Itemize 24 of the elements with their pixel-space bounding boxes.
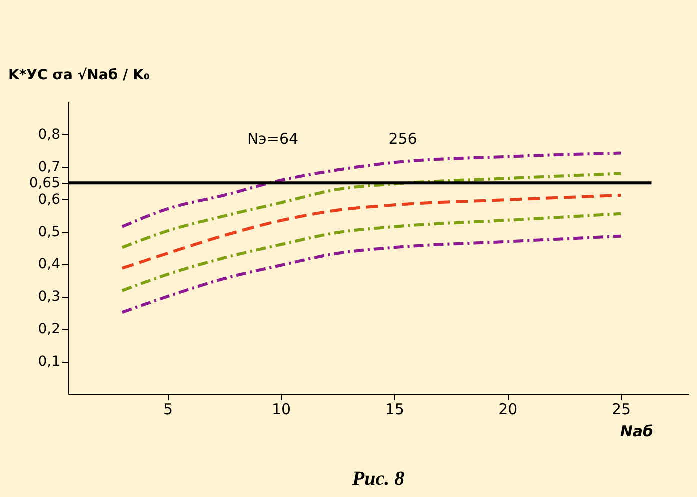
y-tick-label: 0,5 [38,224,60,240]
x-tick-label: 5 [163,400,173,418]
y-tick-label: 0,7 [38,159,60,176]
y-tick-label: 0,65 [29,176,60,192]
x-tick-label: 15 [385,400,404,418]
text: Рис. 8 [351,468,405,490]
x-tick-label: 10 [272,400,292,418]
y-axis-title: K*УС σа √Nаб / K₀ [8,68,150,84]
x-tick-label: 20 [498,400,518,418]
y-tick-label: 0,6 [38,192,61,208]
annotation: 256 [388,130,418,148]
y-tick-label: 0,8 [38,126,60,143]
y-tick-label: 0,1 [38,354,60,370]
x-axis-title: Nаб [620,422,654,440]
y-tick-label: 0,3 [38,289,60,306]
x-tick-label: 25 [612,400,632,418]
line-series [120,194,623,270]
line-series [120,172,623,250]
line-series [120,152,623,228]
line-series [120,234,623,314]
annotation: Nэ=64 [247,130,299,148]
y-tick-label: 0,2 [38,322,60,338]
y-tick-label: 0,4 [38,256,61,273]
line-series [120,212,623,292]
